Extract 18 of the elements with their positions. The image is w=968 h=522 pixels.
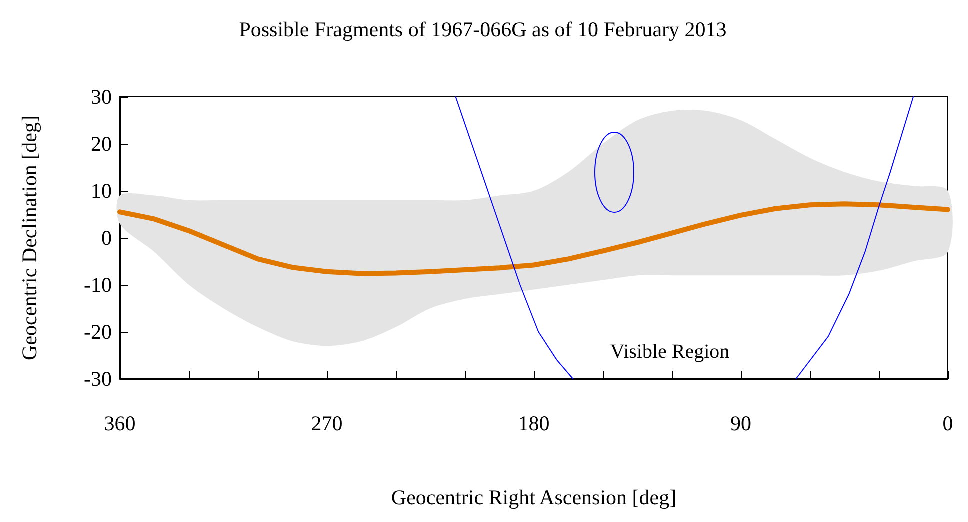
annotation: Visible Region bbox=[610, 341, 730, 363]
y-axis-title: Geocentric Declination [deg] bbox=[18, 116, 42, 360]
y-tick-label: -30 bbox=[84, 367, 112, 391]
x-tick-label: 180 bbox=[518, 412, 550, 436]
x-tick-label: 270 bbox=[311, 412, 343, 436]
chart-title: Possible Fragments of 1967-066G as of 10 February 2013 bbox=[239, 18, 727, 42]
y-tick-label: -10 bbox=[84, 273, 112, 297]
x-tick-label: 90 bbox=[730, 412, 752, 436]
line-series bbox=[455, 96, 574, 380]
y-tick-label: 30 bbox=[91, 85, 112, 109]
y-tick-label: 10 bbox=[91, 179, 112, 203]
x-tick-label: 0 bbox=[942, 412, 954, 436]
y-tick-label: 20 bbox=[91, 132, 112, 156]
x-axis-title: Geocentric Right Ascension [deg] bbox=[391, 486, 677, 510]
x-tick-label: 360 bbox=[104, 412, 136, 436]
line-series bbox=[796, 96, 914, 380]
y-tick-label: 0 bbox=[102, 226, 112, 250]
y-tick-label: -20 bbox=[84, 320, 112, 344]
